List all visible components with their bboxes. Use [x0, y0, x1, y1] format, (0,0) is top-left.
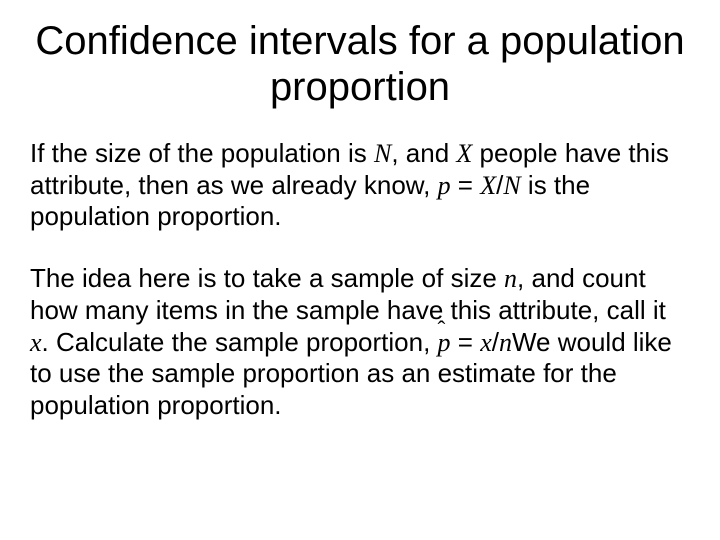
p2-text-1: The idea here is to take a sample of siz…: [30, 263, 504, 293]
formula-p-eq-x-over-n-pop: p = X/N: [438, 171, 521, 200]
var-x: x: [30, 328, 42, 357]
p-hat: ˆp: [438, 327, 451, 359]
formula-eq: =: [451, 170, 481, 200]
phat-eq: =: [451, 327, 481, 357]
formula-p: p: [438, 171, 451, 200]
phat-x: x: [480, 328, 492, 357]
p2-text-3: . Calculate the sample proportion,: [42, 327, 438, 357]
phat-n: n: [499, 328, 512, 357]
formula-X: X: [480, 171, 496, 200]
formula-N: N: [503, 171, 520, 200]
hat-symbol: ˆ: [438, 316, 446, 345]
phat-slash: /: [492, 327, 499, 357]
slide-title: Confidence intervals for a population pr…: [30, 18, 690, 110]
p1-text-1: If the size of the population is: [30, 138, 374, 168]
var-n: n: [504, 264, 517, 293]
var-N: N: [374, 139, 391, 168]
formula-phat-eq-x-over-n-sample: ˆp = x/n: [438, 328, 512, 357]
p1-text-2: , and: [391, 138, 456, 168]
var-X: X: [456, 139, 472, 168]
paragraph-2: The idea here is to take a sample of siz…: [30, 263, 690, 422]
paragraph-1: If the size of the population is N, and …: [30, 138, 690, 233]
